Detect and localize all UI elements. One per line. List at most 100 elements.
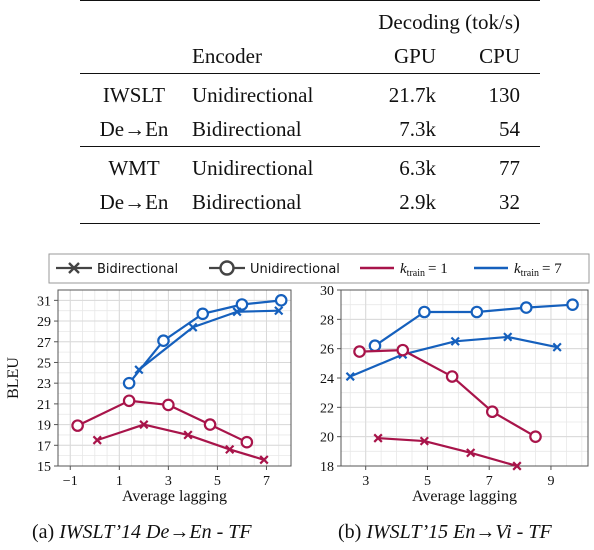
data-point bbox=[122, 376, 136, 390]
header-cpu: CPU bbox=[479, 44, 520, 68]
data-point bbox=[71, 419, 84, 432]
grid bbox=[57, 289, 292, 467]
data-point bbox=[345, 371, 355, 382]
table-header-row: Encoder GPU CPU bbox=[80, 39, 540, 74]
table-row: De→En Bidirectional 7.3k 54 bbox=[80, 112, 540, 147]
x-axis-label: Average lagging bbox=[122, 488, 227, 505]
data-point bbox=[450, 336, 460, 346]
series-unidirectional-k7 bbox=[122, 294, 288, 390]
dataset-direction: De→En bbox=[99, 117, 169, 141]
legend-k7-label: ktrain = 7 bbox=[514, 261, 562, 279]
series-unidirectional-k1 bbox=[71, 394, 254, 449]
bleu-vs-lagging-charts: Bidirectional Unidirectional ktrain = 1 k… bbox=[5, 253, 590, 505]
series-unidirectional-k7 bbox=[368, 298, 579, 353]
data-point bbox=[162, 398, 175, 412]
legend-bidirectional-swatch bbox=[56, 262, 92, 274]
y-tick-label: 29 bbox=[37, 315, 51, 330]
data-point bbox=[396, 343, 410, 357]
cpu-cell: 130 bbox=[488, 83, 521, 107]
data-point bbox=[134, 365, 144, 375]
data-point bbox=[240, 435, 254, 449]
data-point bbox=[225, 444, 235, 455]
y-tick-label: 25 bbox=[37, 356, 51, 371]
data-point bbox=[373, 433, 383, 443]
data-point bbox=[157, 334, 170, 348]
series-bidirectional-k1 bbox=[92, 420, 269, 465]
data-point bbox=[419, 436, 429, 446]
data-point bbox=[519, 301, 533, 314]
caption-b: (b) IWSLT’15 En→Vi - TF bbox=[338, 521, 552, 543]
x-tick-label: 7 bbox=[486, 474, 493, 489]
cpu-cell: 54 bbox=[499, 117, 520, 141]
x-tick-label: −1 bbox=[63, 474, 78, 489]
data-point bbox=[368, 339, 382, 353]
cpu-cell: 77 bbox=[499, 156, 520, 180]
data-point bbox=[466, 448, 476, 458]
data-point bbox=[512, 461, 522, 471]
x-axis-label: Average lagging bbox=[412, 488, 517, 505]
x-tick-label: 5 bbox=[424, 474, 431, 489]
table-row: De→En Bidirectional 2.9k 32 bbox=[80, 185, 540, 224]
x-tick-label: 1 bbox=[116, 474, 123, 489]
y-tick-label: 17 bbox=[37, 439, 51, 454]
legend-unidirectional-label: Unidirectional bbox=[250, 262, 340, 277]
y-tick-label: 20 bbox=[320, 431, 334, 446]
data-point bbox=[503, 332, 513, 342]
series-line bbox=[77, 399, 248, 444]
dataset-direction: De→En bbox=[99, 190, 169, 214]
data-point bbox=[470, 305, 484, 319]
data-point bbox=[274, 294, 288, 307]
header-encoder: Encoder bbox=[192, 44, 262, 68]
decoding-speed-table: Decoding (tok/s) Encoder GPU CPU IWSLT U… bbox=[80, 0, 540, 224]
gpu-cell: 6.3k bbox=[399, 156, 436, 180]
series-unidirectional-k1 bbox=[353, 343, 542, 443]
data-point bbox=[122, 394, 136, 408]
results-table-container: Decoding (tok/s) Encoder GPU CPU IWSLT U… bbox=[80, 0, 540, 224]
header-decoding-speed: Decoding (tok/s) bbox=[378, 10, 520, 34]
y-axis-label: BLEU bbox=[5, 357, 22, 399]
cpu-cell: 32 bbox=[499, 190, 520, 214]
y-tick-label: 31 bbox=[37, 294, 51, 309]
data-point bbox=[552, 342, 562, 352]
y-tick-label: 18 bbox=[320, 460, 334, 475]
data-point bbox=[139, 420, 149, 430]
x-tick-label: 9 bbox=[547, 474, 554, 489]
plot-frame bbox=[57, 289, 292, 467]
y-tick-label: 30 bbox=[320, 284, 334, 299]
encoder-cell: Unidirectional bbox=[192, 156, 314, 180]
data-point bbox=[188, 322, 198, 332]
chart-iwslt14-de-en: 15 17 19 21 23 25 27 29 31 −1 1 3 5 7 Average lagging B… bbox=[5, 289, 292, 505]
data-point bbox=[196, 307, 210, 321]
data-point bbox=[92, 435, 102, 445]
y-tick-label: 28 bbox=[320, 313, 334, 328]
x-tick-label: 5 bbox=[214, 474, 221, 489]
data-point bbox=[529, 430, 542, 443]
encoder-cell: Unidirectional bbox=[192, 83, 314, 107]
legend: Bidirectional Unidirectional ktrain = 1 k… bbox=[48, 253, 590, 284]
gpu-cell: 2.9k bbox=[399, 190, 436, 214]
encoder-cell: Bidirectional bbox=[192, 117, 302, 141]
series-bidirectional-k7 bbox=[345, 332, 562, 382]
x-tick-label: 3 bbox=[362, 474, 369, 489]
data-point bbox=[232, 307, 242, 317]
y-tick-label: 23 bbox=[37, 377, 51, 392]
data-point bbox=[203, 418, 217, 431]
y-tick-label: 24 bbox=[320, 372, 334, 387]
x-tick-label: 7 bbox=[263, 474, 270, 489]
data-point bbox=[353, 345, 366, 358]
dataset-name: WMT bbox=[108, 156, 160, 180]
dataset-name: IWSLT bbox=[102, 83, 166, 107]
legend-k1-label: ktrain = 1 bbox=[400, 261, 448, 279]
y-tick-label: 22 bbox=[320, 401, 334, 416]
x-tick-label: 3 bbox=[165, 474, 172, 489]
data-point bbox=[259, 455, 269, 465]
y-tick-label: 15 bbox=[37, 460, 51, 475]
series-bidirectional-k1 bbox=[373, 433, 522, 471]
data-point bbox=[274, 306, 284, 316]
y-tick-label: 27 bbox=[37, 336, 51, 351]
data-point bbox=[183, 430, 193, 440]
table-header-group-row: Decoding (tok/s) bbox=[80, 0, 540, 40]
series-line bbox=[138, 309, 279, 371]
header-gpu: GPU bbox=[393, 44, 436, 68]
gpu-cell: 21.7k bbox=[388, 83, 436, 107]
